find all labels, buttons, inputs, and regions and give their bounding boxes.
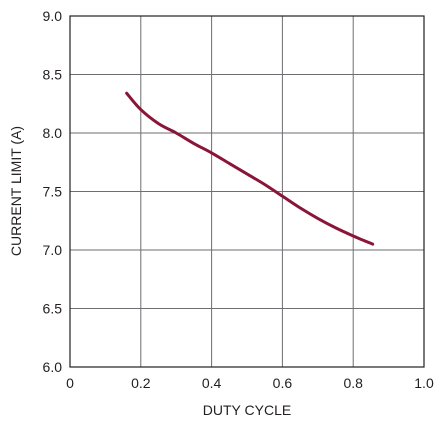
y-tick-label: 8.5 <box>43 67 63 83</box>
y-tick-label: 7.5 <box>43 184 63 200</box>
plot-frame <box>69 15 425 368</box>
x-tick-label: 0.8 <box>343 375 363 391</box>
y-tick-label: 6.0 <box>43 359 63 375</box>
x-tick-label: 0.6 <box>273 375 293 391</box>
grid <box>70 16 424 367</box>
y-tick-labels: 6.0 6.5 7.0 7.5 8.0 8.5 9.0 <box>43 8 63 375</box>
y-tick-label: 6.5 <box>43 301 63 317</box>
x-tick-label: 1.0 <box>414 375 434 391</box>
x-tick-labels: 0 0.2 0.4 0.6 0.8 1.0 <box>66 375 434 391</box>
x-axis-label: DUTY CYCLE <box>203 402 291 418</box>
y-axis-label: CURRENT LIMIT (A) <box>8 126 24 256</box>
y-tick-label: 9.0 <box>43 8 63 24</box>
series-line-0 <box>125 91 375 246</box>
y-tick-label: 8.0 <box>43 125 63 141</box>
y-tick-label: 7.0 <box>43 242 63 258</box>
x-tick-label: 0 <box>66 375 74 391</box>
x-tick-label: 0.4 <box>202 375 222 391</box>
series-layer <box>125 91 375 246</box>
x-tick-label: 0.2 <box>131 375 151 391</box>
